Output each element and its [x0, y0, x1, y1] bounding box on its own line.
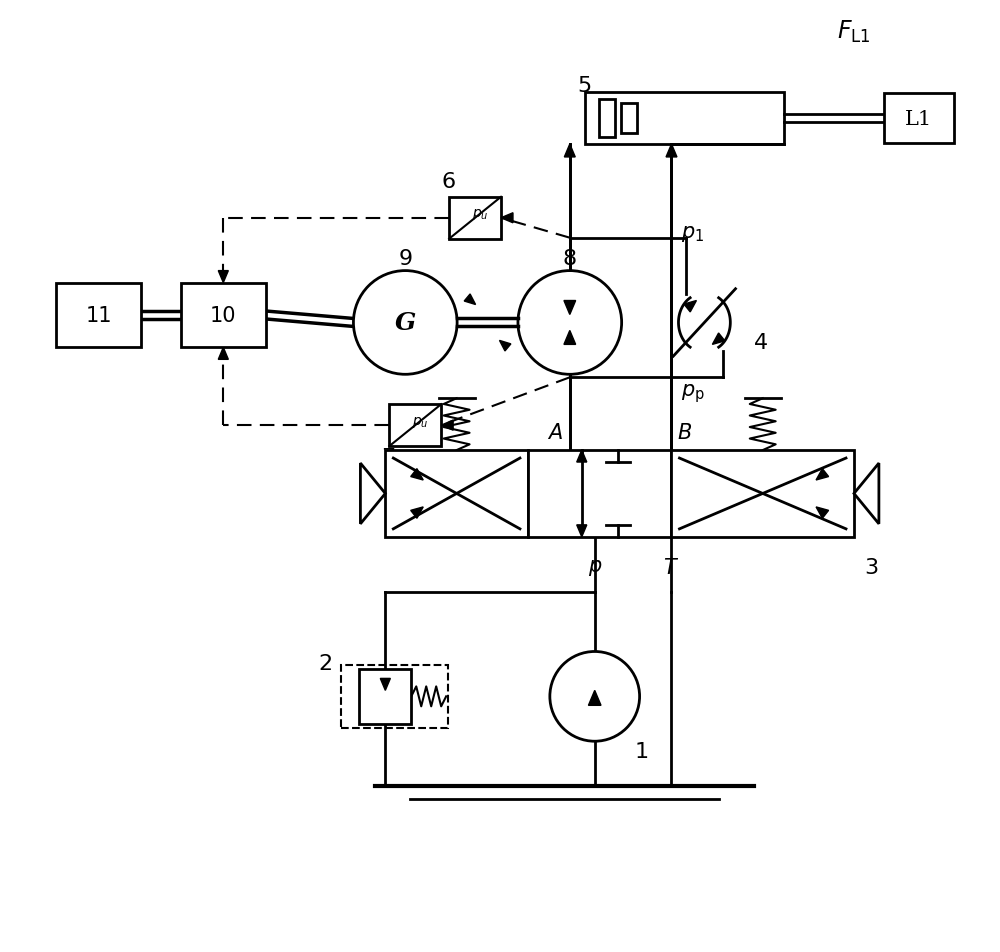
- Polygon shape: [577, 450, 587, 463]
- Polygon shape: [564, 301, 576, 315]
- Text: 1: 1: [635, 742, 649, 762]
- Polygon shape: [218, 271, 228, 284]
- Bar: [671, 450, 854, 537]
- Text: $T$: $T$: [663, 557, 680, 577]
- Bar: [341, 665, 448, 728]
- Polygon shape: [411, 469, 423, 481]
- Polygon shape: [577, 526, 587, 537]
- Polygon shape: [854, 464, 879, 525]
- Bar: [528, 450, 671, 537]
- Text: $p$: $p$: [588, 557, 602, 577]
- Bar: [385, 450, 528, 537]
- Polygon shape: [218, 348, 228, 360]
- Text: 8: 8: [563, 248, 577, 268]
- Text: $B$: $B$: [677, 423, 692, 443]
- Text: $p_1$: $p_1$: [681, 224, 705, 244]
- Polygon shape: [411, 507, 423, 519]
- Polygon shape: [500, 341, 511, 351]
- Text: 4: 4: [754, 333, 768, 353]
- Text: 5: 5: [578, 76, 592, 96]
- Polygon shape: [564, 145, 575, 158]
- Polygon shape: [666, 145, 677, 158]
- Text: 11: 11: [85, 306, 112, 326]
- Circle shape: [550, 652, 640, 742]
- Bar: [621, 105, 637, 133]
- Text: L1: L1: [905, 109, 932, 129]
- Text: 3: 3: [864, 557, 878, 577]
- Text: 9: 9: [398, 248, 412, 268]
- Polygon shape: [816, 469, 829, 481]
- Bar: [884, 94, 954, 144]
- Polygon shape: [588, 690, 601, 705]
- Circle shape: [353, 271, 457, 375]
- Text: $A$: $A$: [547, 423, 563, 443]
- Text: $p_{\rm p}$: $p_{\rm p}$: [681, 382, 705, 405]
- Text: G: G: [395, 311, 416, 335]
- Bar: [449, 198, 501, 240]
- Circle shape: [518, 271, 622, 375]
- Polygon shape: [564, 331, 576, 345]
- Polygon shape: [684, 301, 696, 312]
- Polygon shape: [441, 421, 453, 430]
- Polygon shape: [380, 679, 390, 690]
- Polygon shape: [712, 333, 725, 345]
- Text: 2: 2: [318, 654, 333, 674]
- Bar: [56, 284, 141, 348]
- Bar: [599, 100, 615, 138]
- Polygon shape: [464, 294, 476, 306]
- Bar: [585, 93, 784, 145]
- Bar: [181, 284, 266, 348]
- Text: $F_{\rm L1}$: $F_{\rm L1}$: [837, 19, 871, 46]
- Bar: [359, 669, 411, 724]
- Polygon shape: [816, 507, 829, 519]
- Text: 6: 6: [441, 171, 455, 191]
- Polygon shape: [360, 464, 385, 525]
- Bar: [389, 405, 441, 446]
- Text: $p_u$: $p_u$: [412, 414, 429, 429]
- Text: $p_u$: $p_u$: [472, 207, 488, 222]
- Text: 10: 10: [210, 306, 237, 326]
- Text: 7: 7: [381, 447, 395, 467]
- Polygon shape: [501, 213, 513, 224]
